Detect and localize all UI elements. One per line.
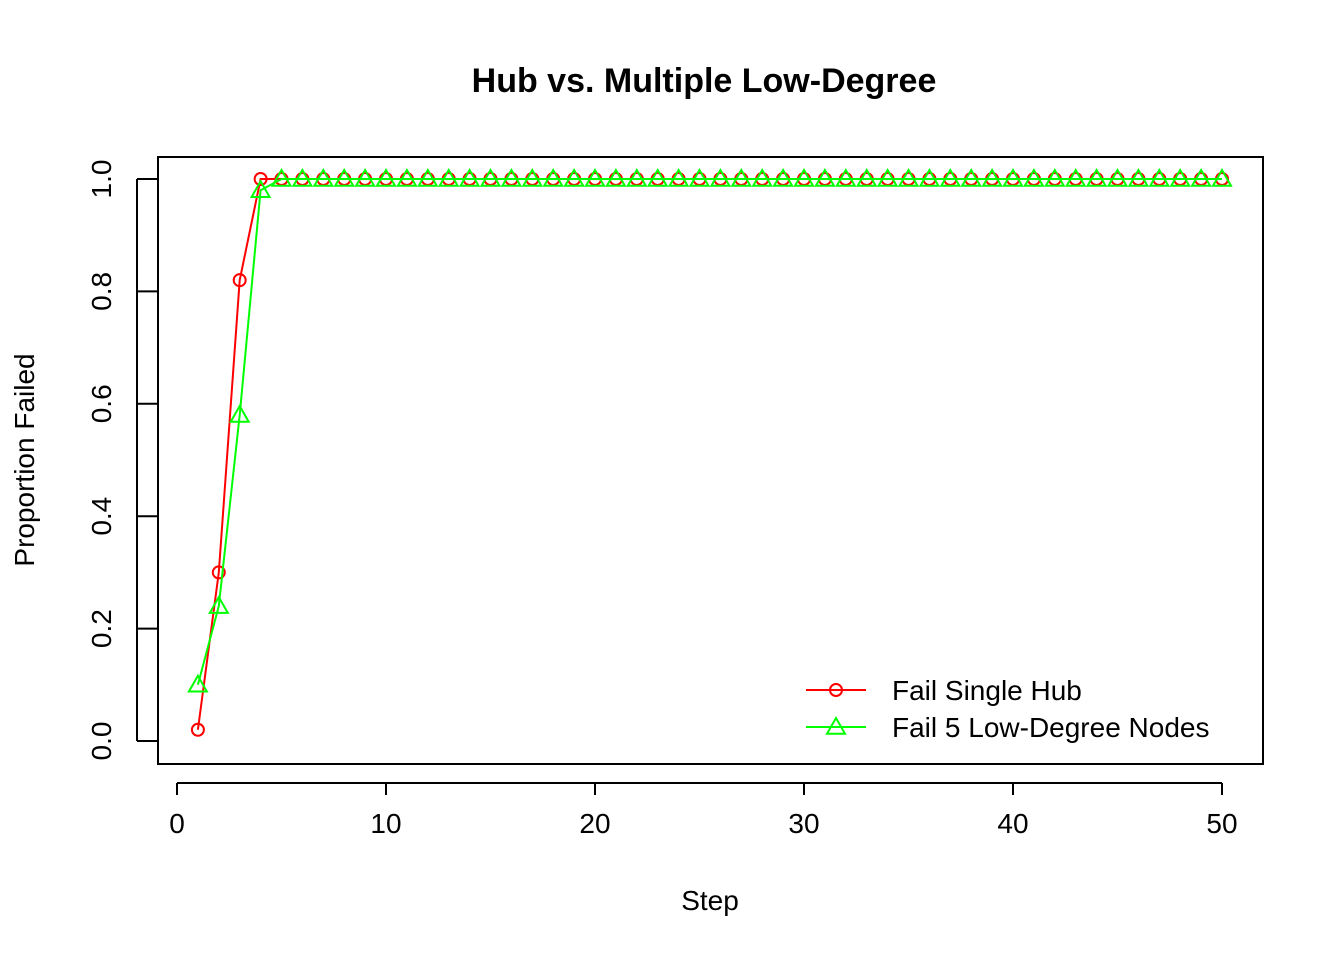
data-point	[855, 167, 878, 187]
legend-label: Fail Single Hub	[892, 675, 1082, 706]
legend-swatch-marker	[825, 715, 847, 735]
data-point	[1190, 167, 1212, 187]
data-point	[190, 722, 205, 737]
data-point	[232, 273, 247, 288]
legend-item: Fail 5 Low-Degree Nodes	[806, 712, 1210, 743]
data-point	[646, 167, 669, 187]
y-tick-label: 0.4	[86, 497, 117, 536]
legend-label: Fail 5 Low-Degree Nodes	[892, 712, 1210, 743]
x-tick-label: 0	[169, 808, 185, 839]
x-axis: 0 10 20 30 40 50	[169, 782, 1238, 839]
legend-item: Fail Single Hub	[806, 675, 1082, 706]
data-point	[939, 167, 962, 187]
data-point	[688, 167, 711, 187]
data-point	[396, 167, 418, 187]
data-point	[542, 167, 564, 187]
data-point	[312, 167, 335, 187]
plot-area-frame	[157, 156, 1264, 765]
data-point	[960, 167, 982, 187]
data-point	[1211, 167, 1233, 187]
y-tick-label: 0.2	[86, 609, 117, 648]
y-tick-label: 0.6	[86, 384, 117, 423]
data-point	[667, 167, 690, 187]
y-tick-label: 1.0	[86, 160, 117, 199]
data-point	[249, 179, 272, 198]
y-axis-label: Proportion Failed	[9, 353, 40, 566]
series-line	[196, 178, 1222, 730]
data-point	[333, 167, 355, 187]
data-point	[354, 167, 376, 187]
y-axis: 0.0 0.2 0.4 0.6 0.8 1.0	[86, 160, 157, 761]
data-point	[563, 167, 585, 187]
data-point	[208, 595, 230, 614]
data-point	[458, 167, 481, 187]
data-point	[814, 167, 836, 187]
x-tick-label: 40	[997, 808, 1028, 839]
data-point	[228, 404, 251, 423]
data-point	[709, 167, 732, 187]
series-layer	[187, 167, 1233, 737]
legend: Fail Single Hub Fail 5 Low-Degree Nodes	[806, 675, 1210, 743]
data-point	[981, 167, 1003, 187]
data-point	[918, 167, 941, 187]
data-point	[751, 167, 773, 187]
data-point	[479, 167, 502, 187]
data-point	[270, 167, 293, 187]
data-point	[291, 167, 314, 187]
data-point	[1169, 167, 1191, 187]
data-point	[1064, 167, 1087, 187]
data-point	[626, 167, 648, 187]
x-tick-label: 10	[370, 808, 401, 839]
data-point	[793, 167, 815, 187]
data-point	[876, 167, 899, 187]
chart-title: Hub vs. Multiple Low-Degree	[472, 62, 937, 100]
data-point	[1085, 167, 1108, 187]
data-point	[584, 167, 606, 187]
data-point	[1002, 167, 1024, 187]
y-tick-label: 0.0	[86, 722, 117, 761]
data-point	[375, 167, 397, 187]
data-point	[211, 565, 226, 580]
data-point	[1044, 167, 1066, 187]
data-point	[521, 167, 544, 187]
data-point	[772, 167, 794, 187]
data-point	[730, 167, 753, 187]
series-2	[187, 167, 1233, 693]
x-axis-label: Step	[681, 885, 739, 916]
data-point	[437, 167, 460, 187]
data-point	[187, 673, 209, 693]
data-point	[1148, 167, 1171, 187]
legend-swatch-marker	[829, 683, 843, 697]
data-point	[1106, 167, 1129, 187]
data-point	[835, 167, 857, 187]
data-point	[1023, 167, 1045, 187]
x-tick-label: 50	[1206, 808, 1237, 839]
data-point	[1127, 167, 1150, 187]
data-point	[417, 167, 439, 187]
data-point	[253, 172, 268, 186]
data-point	[605, 167, 627, 187]
data-point	[897, 167, 920, 187]
x-tick-label: 30	[788, 808, 819, 839]
data-point	[500, 167, 523, 187]
x-tick-label: 20	[579, 808, 610, 839]
series-line	[196, 178, 1222, 686]
series-1	[190, 172, 1229, 737]
y-tick-label: 0.8	[86, 272, 117, 311]
